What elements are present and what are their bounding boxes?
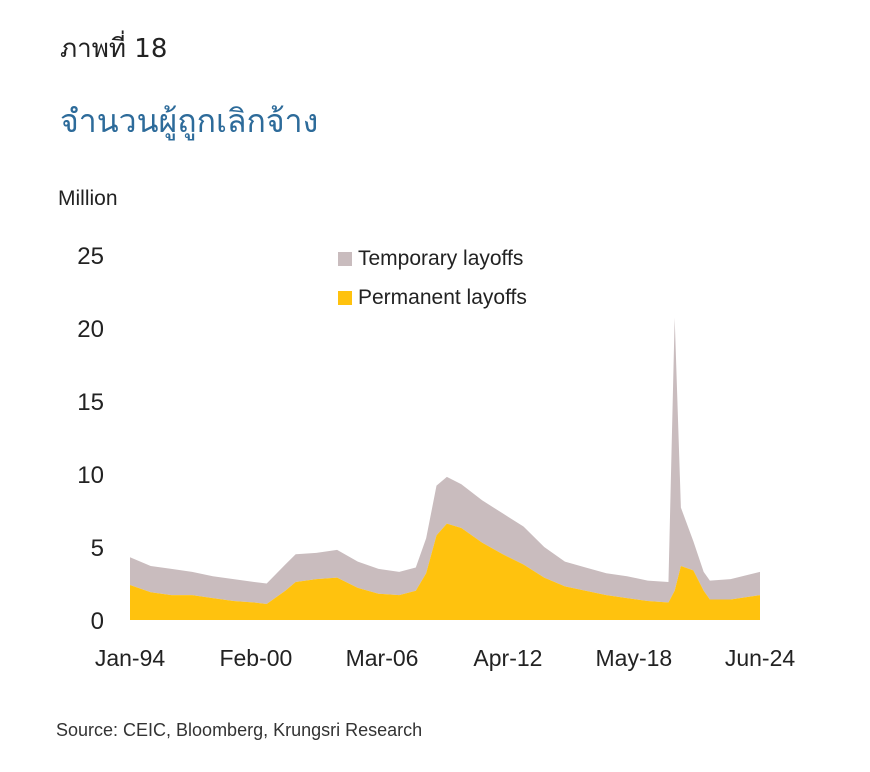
- y-tick-label: 15: [77, 389, 104, 416]
- x-tick-label: Mar-06: [346, 645, 419, 671]
- area-layers: [130, 317, 760, 620]
- x-tick-label: Jan-94: [95, 645, 166, 671]
- x-tick-label: Jun-24: [725, 645, 796, 671]
- y-tick-label: 20: [77, 316, 104, 343]
- y-tick-label: 0: [91, 608, 104, 635]
- figure-label: ภาพที่ 18: [60, 34, 168, 64]
- legend-label: Temporary layoffs: [358, 247, 523, 270]
- chart-title: จำนวนผู้ถูกเลิกจ้าง: [60, 102, 319, 140]
- permanent-layoffs-area: [130, 523, 760, 620]
- x-axis-ticks: Jan-94 Feb-00 Mar-06 Apr-12 May-18 Jun-24: [95, 645, 796, 671]
- y-tick-label: 5: [91, 535, 104, 562]
- source-note: Source: CEIC, Bloomberg, Krungsri Resear…: [56, 720, 423, 740]
- x-tick-label: Feb-00: [219, 645, 292, 671]
- y-axis-label: Million: [58, 187, 118, 210]
- x-tick-label: May-18: [596, 645, 673, 671]
- y-tick-label: 10: [77, 462, 104, 489]
- legend-swatch: [338, 291, 352, 305]
- x-tick-label: Apr-12: [473, 645, 542, 671]
- y-axis-ticks: 0 5 10 15 20 25: [77, 243, 104, 635]
- temporary-layoffs-area: [130, 317, 760, 604]
- y-tick-label: 25: [77, 243, 104, 270]
- legend-swatch: [338, 252, 352, 266]
- legend: Temporary layoffs Permanent layoffs: [338, 247, 527, 309]
- legend-label: Permanent layoffs: [358, 286, 527, 309]
